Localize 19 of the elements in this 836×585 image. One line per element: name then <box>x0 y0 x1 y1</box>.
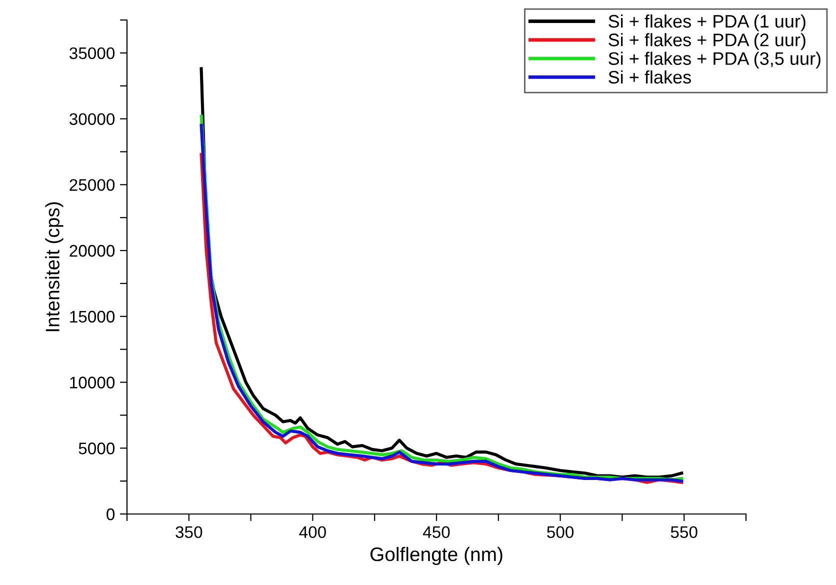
legend-label: Si + flakes <box>608 70 691 84</box>
legend-label: Si + flakes + PDA (2 uur) <box>608 33 806 50</box>
x-tick-label: 550 <box>670 526 698 538</box>
y-tick-label: 25000 <box>70 179 115 191</box>
y-axis-title: Intensiteit (cps) <box>45 202 64 332</box>
y-tick-label: 35000 <box>69 47 115 60</box>
x-tick-label: 350 <box>176 526 202 538</box>
legend-label: Si + flakes + PDA (1 uur) <box>608 14 806 32</box>
legend-label: Si + flakes + PDA (3,5 uur) <box>608 52 820 69</box>
y-tick-label: 20000 <box>70 244 115 257</box>
y-tick-label: 30000 <box>69 113 115 126</box>
x-tick-label: 500 <box>547 526 574 538</box>
y-tick-label: 10000 <box>70 376 115 388</box>
x-tick-label: 450 <box>422 526 450 538</box>
y-tick-label: 15000 <box>70 310 115 323</box>
y-tick-label: 0 <box>106 508 115 520</box>
x-axis-title: Golflengte (nm) <box>370 546 502 566</box>
x-tick-label: 400 <box>299 526 326 538</box>
y-tick-label: 5000 <box>78 442 115 454</box>
